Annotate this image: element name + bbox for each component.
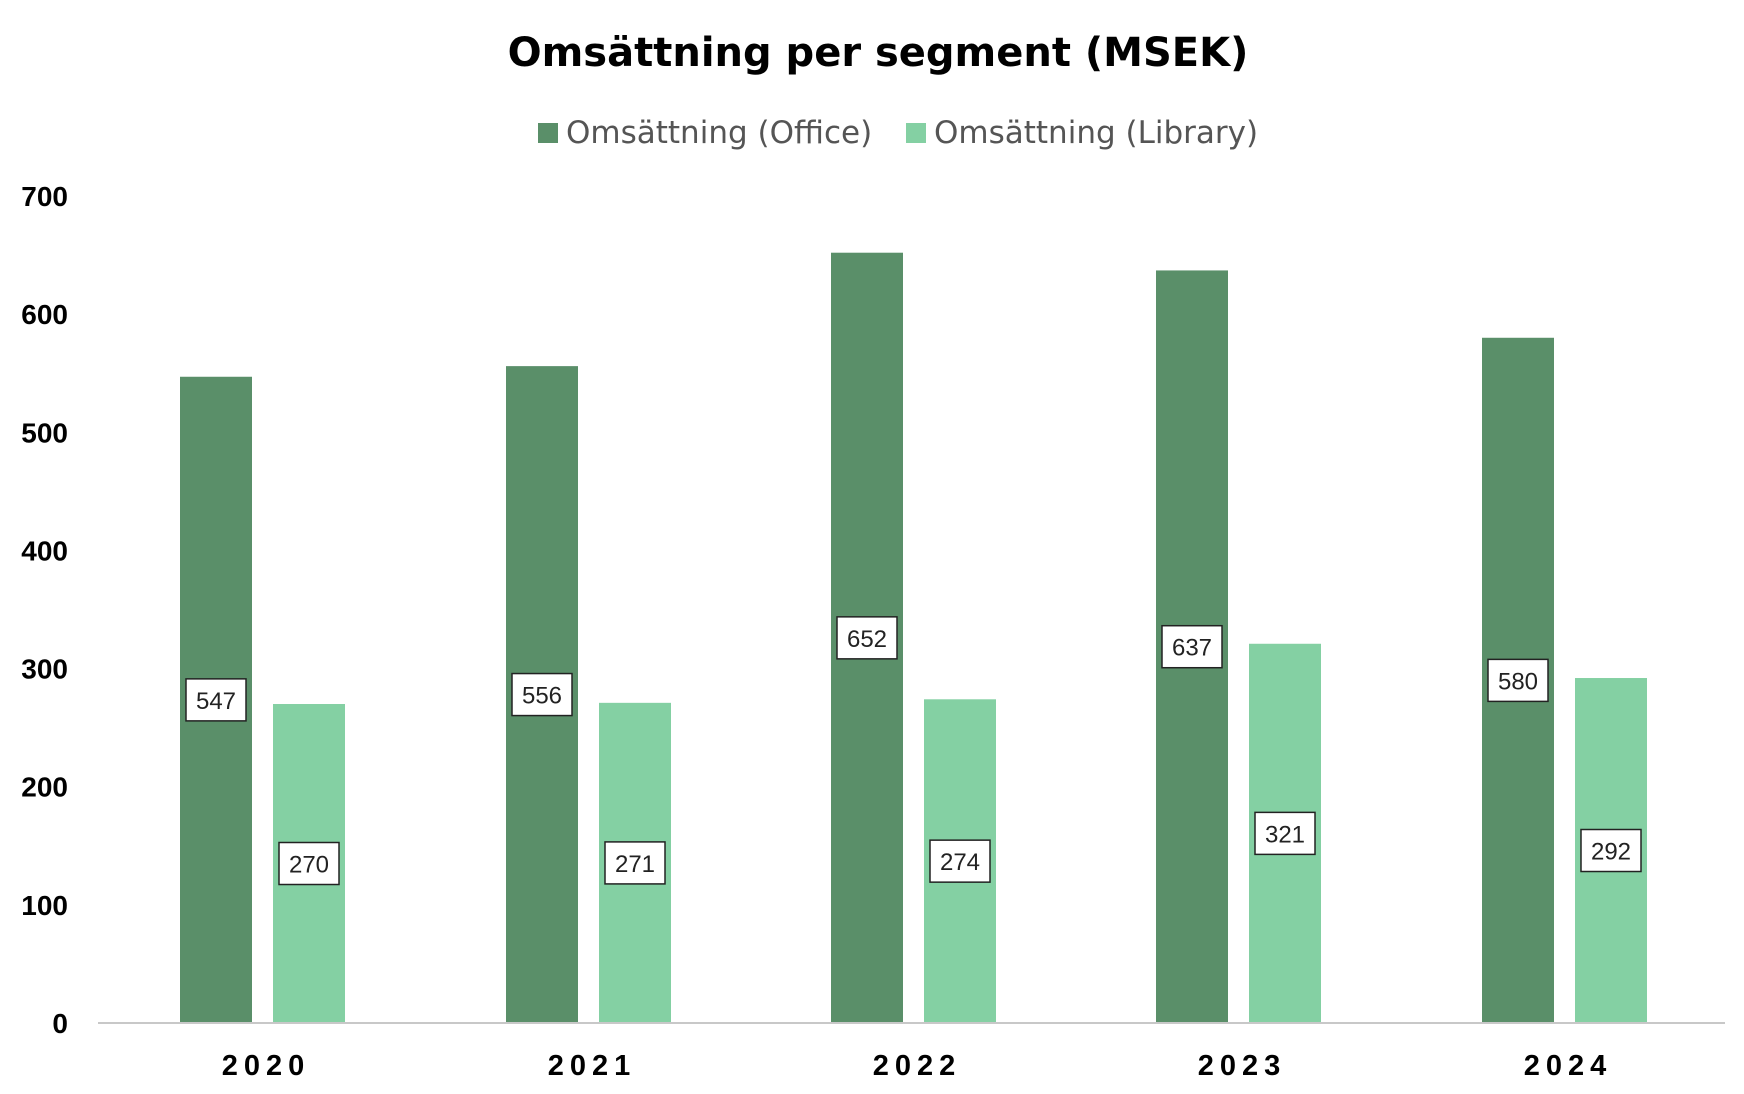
legend-label-0: Omsättning (Office): [566, 115, 872, 151]
data-label: 270: [289, 852, 329, 879]
data-label-box: [1487, 658, 1549, 703]
x-tick-label: 2023: [1198, 1050, 1287, 1082]
x-tick-label: 2024: [1524, 1050, 1613, 1082]
data-label-box: [1254, 811, 1316, 856]
data-label: 321: [1265, 821, 1305, 848]
data-label: 271: [615, 851, 655, 878]
chart-title: Omsättning per segment (MSEK): [508, 30, 1249, 76]
data-label-box: [836, 616, 898, 660]
y-tick-label: 400: [21, 535, 68, 566]
data-label: 547: [196, 688, 236, 715]
data-labels: 547 270 556 271 652 274 637 321 580 292: [185, 616, 1642, 886]
legend: Omsättning (Office) Omsättning (Library): [538, 115, 1258, 151]
data-label-box: [604, 841, 666, 885]
y-tick-label: 100: [21, 890, 68, 921]
data-label-box: [1161, 624, 1223, 669]
legend-swatch-1: [906, 123, 926, 143]
x-axis: 2020 2021 2022 2023 2024: [98, 1022, 1725, 1082]
y-tick-label: 300: [21, 654, 68, 685]
data-label: 637: [1172, 635, 1212, 662]
y-tick-label: 700: [21, 181, 68, 212]
legend-label-1: Omsättning (Library): [934, 115, 1258, 151]
data-label: 580: [1498, 668, 1538, 695]
data-label-box: [185, 678, 247, 722]
y-tick-label: 500: [21, 417, 68, 448]
data-label-box: [511, 672, 573, 717]
data-label-box: [278, 841, 340, 886]
y-tick-label: 0: [52, 1008, 68, 1039]
bars: [180, 252, 1647, 1024]
y-axis: 0 100 200 300 400 500 600 700: [21, 181, 68, 1039]
y-tick-label: 200: [21, 772, 68, 803]
x-tick-label: 2021: [548, 1050, 637, 1082]
data-label: 652: [847, 626, 887, 653]
x-tick-label: 2020: [222, 1050, 311, 1082]
y-tick-label: 600: [21, 299, 68, 330]
data-label: 274: [940, 849, 980, 876]
data-label: 556: [522, 683, 562, 710]
data-label-box: [929, 839, 991, 883]
data-label: 292: [1591, 839, 1631, 866]
data-label-box: [1580, 828, 1642, 873]
legend-swatch-0: [538, 123, 558, 143]
x-tick-label: 2022: [873, 1050, 962, 1082]
